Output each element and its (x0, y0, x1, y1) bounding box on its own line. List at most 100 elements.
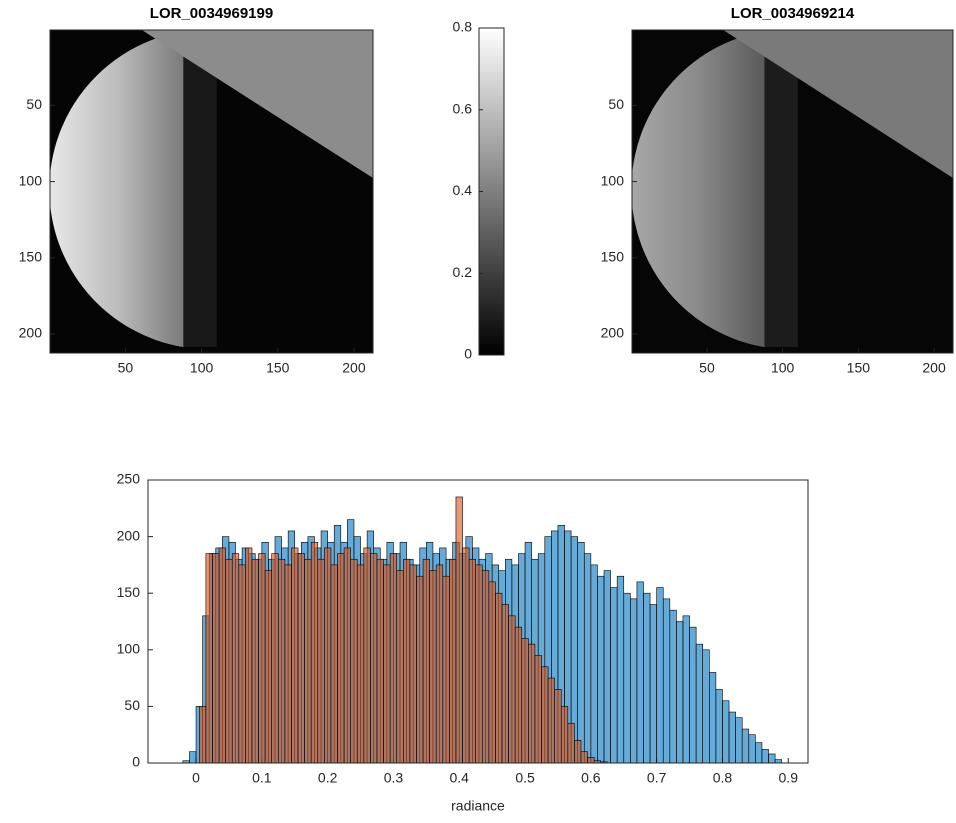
x-tick-label: 0.1 (252, 770, 272, 786)
histogram-bar (225, 558, 233, 764)
histogram-bar (722, 700, 730, 764)
histogram-bar (356, 564, 365, 764)
colorbar-tick-label: 0.8 (453, 19, 473, 35)
histogram-bar (669, 609, 677, 764)
histogram-bar (337, 553, 345, 764)
histogram-bar (774, 759, 782, 764)
histogram-bar (383, 564, 391, 764)
histogram-bar (514, 626, 523, 764)
x-tick-label: 50 (699, 360, 715, 376)
y-tick-label: 50 (608, 96, 624, 112)
y-tick-label: 100 (601, 172, 625, 188)
histogram-bar (501, 604, 509, 764)
histogram-bar (587, 757, 595, 764)
x-tick-label: 0.9 (779, 770, 799, 786)
y-tick-label: 100 (117, 641, 141, 657)
histogram-bar (317, 558, 325, 764)
histogram-bar (643, 592, 651, 764)
histogram-bar (449, 558, 457, 764)
histogram-bar (623, 592, 631, 764)
x-tick-label: 0 (192, 770, 200, 786)
histogram-bar (748, 734, 756, 764)
histogram-bar (590, 564, 598, 764)
histogram-bar (567, 723, 575, 764)
histogram-bar (343, 547, 351, 764)
histogram-bar (245, 547, 253, 764)
histogram-bar (488, 581, 496, 764)
histogram-bar (475, 564, 483, 764)
y-tick-label: 200 (601, 325, 625, 341)
histogram-bar (715, 689, 723, 764)
y-tick-label: 200 (19, 325, 43, 341)
y-tick-label: 50 (124, 697, 140, 713)
histogram-bar (534, 655, 542, 764)
x-tick-label: 0.7 (647, 770, 667, 786)
histogram-bar (455, 496, 463, 764)
colorbar-tick-label: 0.6 (453, 100, 473, 116)
histogram-bar (610, 587, 618, 764)
histogram-bar (554, 689, 562, 764)
histogram-bar (396, 570, 404, 764)
histogram-bar (251, 558, 259, 764)
histogram-bar (297, 553, 305, 764)
x-tick-label: 0.6 (581, 770, 601, 786)
colorbar (478, 27, 505, 356)
colorbar-tick-label: 0 (464, 346, 472, 362)
x-tick-label: 0.8 (713, 770, 733, 786)
x-axis-label: radiance (451, 798, 505, 814)
image-title: LOR_0034969199 (150, 5, 273, 22)
histogram-bar (728, 711, 736, 764)
histogram-bar (324, 547, 332, 764)
histogram-bar (597, 575, 605, 764)
x-tick-label: 0.2 (318, 770, 338, 786)
histogram-bar (468, 558, 476, 764)
y-tick-label: 100 (19, 172, 43, 188)
image-1 (50, 30, 373, 353)
histogram-bar (238, 564, 246, 764)
y-tick-label: 150 (19, 248, 43, 264)
y-tick-label: 200 (117, 527, 141, 543)
histogram-bar (429, 570, 437, 764)
histogram-bar (656, 587, 664, 764)
axes-frame (49, 29, 374, 354)
histogram-bar (495, 592, 503, 764)
histogram-bar (389, 553, 398, 764)
histogram-bar (755, 742, 763, 764)
histogram-bar (258, 553, 266, 764)
histogram-bar (199, 706, 207, 764)
histogram-bar (541, 666, 549, 764)
histogram-bar (616, 575, 625, 764)
colorbar-tick-label: 0.2 (453, 264, 473, 280)
histogram-bar (416, 575, 424, 764)
histogram-bar (435, 564, 444, 764)
histogram-bar (741, 728, 750, 764)
x-tick-label: 0.5 (515, 770, 535, 786)
histogram-bar (481, 570, 490, 764)
colorbar-tick-label: 0.4 (453, 182, 473, 198)
histogram-bar (189, 751, 197, 764)
histogram-bar (363, 547, 371, 764)
y-tick-label: 0 (132, 754, 140, 770)
histogram-bar (462, 547, 470, 764)
histogram-bar (521, 638, 529, 764)
histogram-bar (304, 558, 312, 764)
x-tick-label: 100 (771, 360, 795, 376)
histogram-bar (376, 558, 384, 764)
histogram-bar (205, 553, 213, 764)
histogram-bar (547, 677, 555, 764)
histogram-bar (580, 751, 588, 764)
histogram-bar (403, 558, 411, 764)
histogram-bar (271, 553, 279, 764)
histogram-bar (682, 615, 690, 764)
image-2 (632, 30, 953, 353)
histogram-bar (577, 541, 585, 764)
histogram-bar (702, 649, 710, 764)
x-tick-label: 200 (922, 360, 946, 376)
x-tick-label: 150 (266, 360, 290, 376)
histogram-bar (695, 643, 704, 764)
histogram-bar (560, 706, 569, 764)
histogram-bar (508, 615, 516, 764)
histogram-bar (264, 570, 273, 764)
